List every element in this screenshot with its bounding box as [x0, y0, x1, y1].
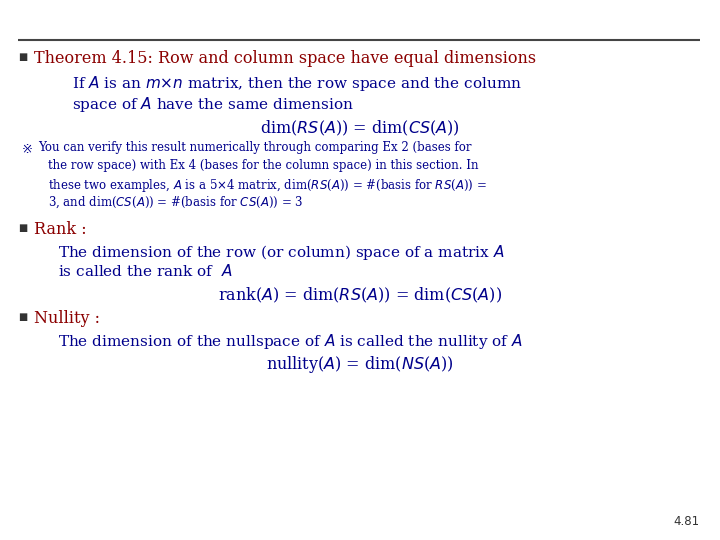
Text: Rank :: Rank :	[34, 221, 86, 238]
Text: is called the rank of  $A$: is called the rank of $A$	[58, 263, 233, 279]
Text: 4.81: 4.81	[674, 515, 700, 528]
Text: nullity($A$) = dim($NS$($A$)): nullity($A$) = dim($NS$($A$))	[266, 354, 454, 375]
Text: space of $A$ have the same dimension: space of $A$ have the same dimension	[72, 95, 354, 114]
Text: Nullity :: Nullity :	[34, 310, 100, 327]
Text: If $A$ is an $m$$\times$$n$ matrix, then the row space and the column: If $A$ is an $m$$\times$$n$ matrix, then…	[72, 74, 522, 93]
Text: ■: ■	[18, 223, 27, 233]
Text: The dimension of the row (or column) space of a matrix $A$: The dimension of the row (or column) spa…	[58, 243, 505, 262]
Text: dim($RS$($A$)) = dim($CS$($A$)): dim($RS$($A$)) = dim($CS$($A$))	[260, 119, 460, 138]
Text: Theorem 4.15: Row and column space have equal dimensions: Theorem 4.15: Row and column space have …	[34, 50, 536, 67]
Text: these two examples, $A$ is a 5$\times$4 matrix, dim($RS$($A$)) = #(basis for $RS: these two examples, $A$ is a 5$\times$4 …	[48, 177, 487, 194]
Text: 3, and dim($CS$($A$)) = #(basis for $CS$($A$)) = 3: 3, and dim($CS$($A$)) = #(basis for $CS$…	[48, 195, 303, 211]
Text: the row space) with Ex 4 (bases for the column space) in this section. In: the row space) with Ex 4 (bases for the …	[48, 159, 479, 172]
Text: ■: ■	[18, 312, 27, 322]
Text: rank($A$) = dim($RS$($A$)) = dim($CS$($A$)): rank($A$) = dim($RS$($A$)) = dim($CS$($A…	[218, 286, 502, 305]
Text: You can verify this result numerically through comparing Ex 2 (bases for: You can verify this result numerically t…	[38, 141, 472, 154]
Text: ※: ※	[22, 143, 33, 156]
Text: ■: ■	[18, 52, 27, 62]
Text: The dimension of the nullspace of $A$ is called the nullity of $A$: The dimension of the nullspace of $A$ is…	[58, 332, 523, 351]
